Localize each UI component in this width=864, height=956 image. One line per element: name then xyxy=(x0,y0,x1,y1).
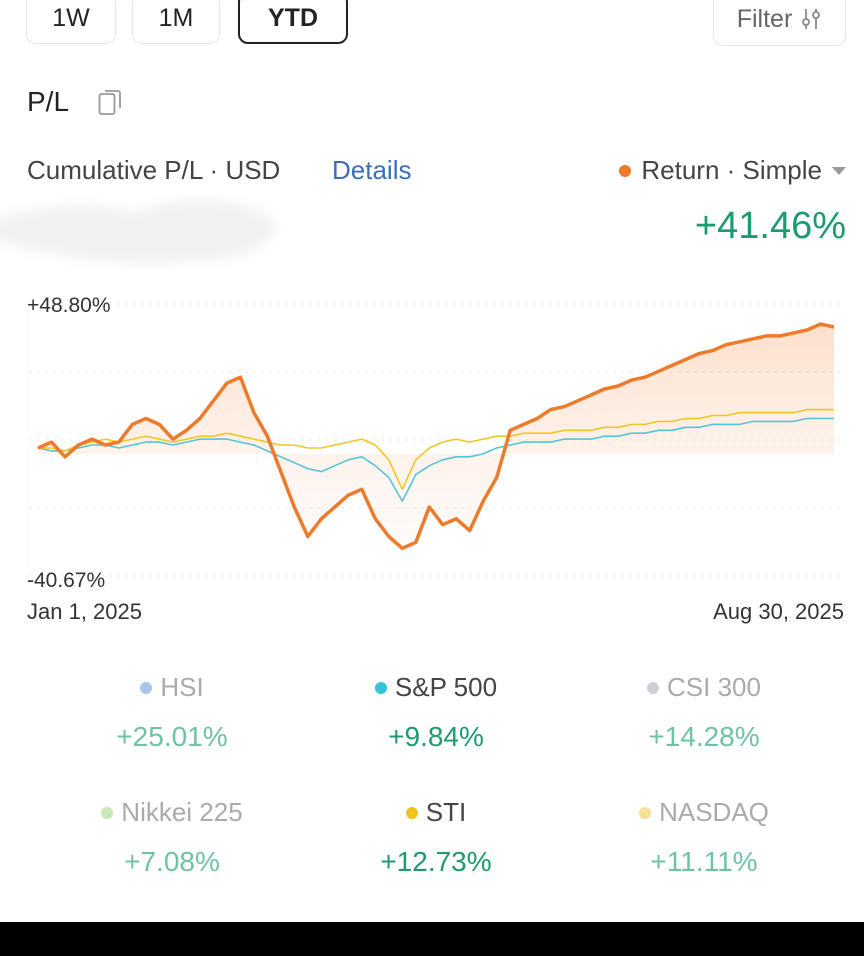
masked-pl-value xyxy=(0,200,275,263)
chart-grid xyxy=(27,300,840,580)
filter-label: Filter xyxy=(736,4,793,33)
range-tab-ytd[interactable]: YTD xyxy=(238,0,348,44)
return-value: +41.46% xyxy=(694,205,846,247)
benchmark-dot-icon xyxy=(374,681,387,694)
filter-button[interactable]: Filter xyxy=(713,0,846,46)
sliders-icon xyxy=(802,9,821,29)
benchmark-name: NASDAQ xyxy=(564,797,844,828)
benchmark-dot-icon xyxy=(639,806,652,819)
navigation-bar xyxy=(0,922,864,956)
x-axis-end-label: Aug 30, 2025 xyxy=(713,599,844,624)
screen: 1W 1M YTD Filter P/L Cumulative P/L · US… xyxy=(0,0,864,922)
benchmark-dot-icon xyxy=(405,806,418,819)
range-tab-1w[interactable]: 1W xyxy=(26,0,116,44)
benchmark-value: +14.28% xyxy=(648,721,760,752)
cumulative-pl-label: Cumulative P/L · USD xyxy=(27,155,281,185)
benchmark-name: HSI xyxy=(32,672,312,703)
benchmark-name: S&P 500 xyxy=(296,672,576,703)
benchmark-name-text: NASDAQ xyxy=(659,797,769,827)
benchmark-item[interactable]: S&P 500 +9.84% xyxy=(296,672,576,753)
range-tab-1m[interactable]: 1M xyxy=(132,0,220,44)
benchmark-value: +25.01% xyxy=(116,721,228,752)
return-type-selector[interactable]: Return · Simple xyxy=(619,155,846,186)
pl-chart[interactable] xyxy=(0,290,864,590)
copy-icon[interactable] xyxy=(98,88,124,116)
benchmark-item[interactable]: STI +12.73% xyxy=(296,797,576,878)
benchmark-name-text: S&P 500 xyxy=(394,672,498,702)
y-axis-max-label: +48.80% xyxy=(27,294,111,317)
benchmark-name-text: STI xyxy=(425,797,467,827)
benchmark-name-text: Nikkei 225 xyxy=(121,797,243,827)
y-axis-min-label: -40.67% xyxy=(27,569,106,592)
benchmark-dot-icon xyxy=(140,681,153,694)
benchmark-name-text: HSI xyxy=(160,672,204,702)
benchmark-name: STI xyxy=(296,797,576,828)
benchmark-item[interactable]: Nikkei 225 +7.08% xyxy=(32,797,312,878)
benchmark-dot-icon xyxy=(647,681,660,694)
x-axis-start-label: Jan 1, 2025 xyxy=(27,599,142,624)
benchmark-value: +12.73% xyxy=(380,846,492,877)
return-dot-icon xyxy=(619,164,632,177)
benchmark-name: CSI 300 xyxy=(564,672,844,703)
details-link[interactable]: Details xyxy=(332,155,412,185)
return-line xyxy=(37,322,835,551)
caret-down-icon xyxy=(832,166,846,175)
benchmark-value: +11.11% xyxy=(650,846,758,877)
benchmark-dot-icon xyxy=(101,806,114,819)
pl-title: P/L xyxy=(27,86,70,117)
benchmark-item[interactable]: HSI +25.01% xyxy=(32,672,312,753)
benchmark-name-text: CSI 300 xyxy=(667,672,761,702)
benchmark-item[interactable]: CSI 300 +14.28% xyxy=(564,672,844,753)
benchmark-item[interactable]: NASDAQ +11.11% xyxy=(564,797,844,878)
sp500-line xyxy=(37,417,834,502)
sti-line xyxy=(38,408,834,491)
benchmark-value: +7.08% xyxy=(124,846,220,877)
benchmark-value: +9.84% xyxy=(388,721,484,752)
benchmark-name: Nikkei 225 xyxy=(32,797,312,828)
return-type-label: Return · Simple xyxy=(641,155,822,185)
